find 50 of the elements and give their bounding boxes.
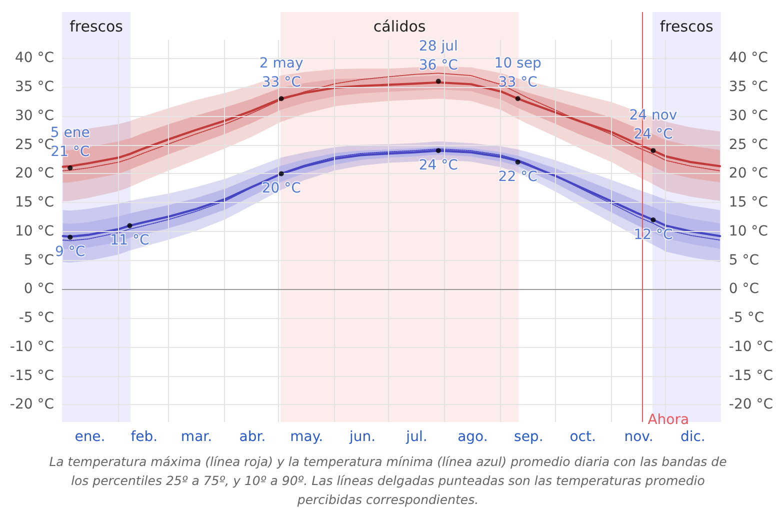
- x-tick-label: jul.: [405, 429, 428, 445]
- y-tick-label: 30 °C: [14, 108, 54, 124]
- y-tick-label: 5 °C: [24, 252, 54, 268]
- annotation: 9 °C: [55, 244, 86, 260]
- y-tick-label: 0 °C: [24, 281, 54, 298]
- annotation: 28 jul 36 °C: [418, 38, 458, 74]
- x-tick-label: feb.: [130, 429, 158, 445]
- band-label: frescos: [70, 18, 124, 36]
- y-tick-label: 40 °C: [14, 50, 54, 66]
- y2-tick-label: 10 °C: [728, 223, 768, 240]
- y2-tick-label: -15 °C: [728, 368, 774, 384]
- y2-tick-label: -5 °C: [728, 310, 764, 326]
- annotation: 22 °C: [498, 169, 538, 186]
- x-tick-label: dic.: [680, 429, 706, 445]
- x-tick-label: jun.: [348, 429, 376, 445]
- y2-tick-label: 40 °C: [728, 50, 768, 66]
- x-tick-label: may.: [290, 429, 324, 445]
- y-tick-label: -15 °C: [10, 368, 54, 384]
- x-tick-label: mar.: [180, 429, 212, 445]
- y2-tick-label: 35 °C: [728, 79, 768, 96]
- annotation: 11 °C: [110, 232, 150, 249]
- y2-tick-label: 0 °C: [728, 281, 760, 298]
- band-label: cálidos: [373, 18, 426, 36]
- x-tick-label: ene.: [74, 429, 106, 445]
- annotation: 2 may 33 °C: [259, 56, 304, 91]
- y2-tick-label: 5 °C: [728, 252, 760, 268]
- y-tick-label: 20 °C: [14, 166, 54, 182]
- y-tick-label: -5 °C: [18, 310, 54, 326]
- y2-tick-label: -20 °C: [728, 396, 774, 413]
- annotation: 24 °C: [418, 158, 458, 174]
- y2-tick-label: 25 °C: [728, 136, 768, 153]
- y-tick-label: -20 °C: [10, 396, 54, 413]
- annotation: 10 sep 33 °C: [494, 56, 542, 91]
- text: La temperatura máxima (línea roja) y la temperatura mínima (línea azul) promedio diaria con las bandas de los percentiles 25º a 75º, y 10º a 90º. Las líneas delgadas punteadas son las temperaturas promedio percibidas correspondientes.: [48, 453, 728, 509]
- ref-line-label: Ahora: [648, 412, 690, 428]
- y2-tick-label: -10 °C: [728, 338, 774, 355]
- y2-tick-label: 20 °C: [728, 166, 768, 182]
- band-label: frescos: [660, 18, 714, 36]
- x-tick-label: sep.: [514, 429, 544, 445]
- annotation: 20 °C: [262, 180, 302, 197]
- x-tick-label: nov.: [624, 429, 654, 445]
- x-tick-label: oct.: [570, 429, 596, 445]
- x-tick-label: abr.: [239, 429, 266, 445]
- y-tick-label: 35 °C: [14, 79, 54, 96]
- x-tick-label: ago.: [458, 429, 488, 445]
- y-tick-label: 10 °C: [14, 223, 54, 240]
- y-tick-label: 15 °C: [14, 194, 54, 211]
- y-tick-label: -10 °C: [10, 338, 54, 355]
- y2-tick-label: 30 °C: [728, 108, 768, 124]
- y2-tick-label: 15 °C: [728, 194, 768, 211]
